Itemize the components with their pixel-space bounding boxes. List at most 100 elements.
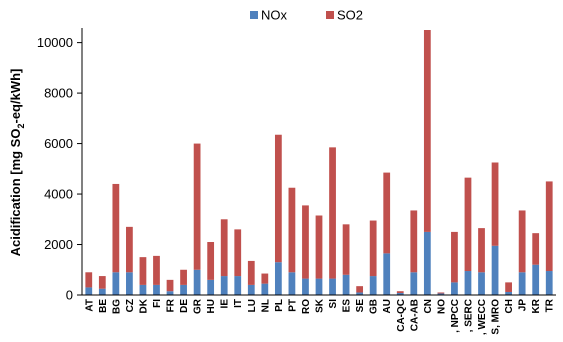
bar-so2-12 — [247, 260, 255, 285]
bar-so2-9 — [207, 242, 215, 280]
bar-nox-19 — [342, 274, 350, 295]
axes — [81, 28, 556, 296]
x-category-label: FI — [152, 299, 163, 308]
bar-nox-31 — [505, 291, 512, 295]
x-category-label: , WECC — [477, 299, 488, 335]
bar-so2-1 — [98, 276, 106, 289]
bar-so2-11 — [234, 229, 242, 277]
bar-so2-23 — [396, 291, 404, 293]
bar-nox-29 — [478, 272, 485, 295]
bar-nox-34 — [545, 271, 553, 295]
bar-nox-1 — [98, 288, 106, 295]
bar-so2-4 — [139, 257, 147, 285]
bar-nox-15 — [288, 272, 296, 295]
bar-so2-33 — [532, 233, 540, 265]
legend-swatch-so2 — [326, 11, 334, 19]
bar-nox-9 — [207, 279, 215, 295]
bar-nox-8 — [193, 269, 201, 295]
bar-nox-28 — [464, 271, 472, 295]
category-labels: AT BE BG CZ DK FI FR DE GR HU IE IT LU NL PL PT RO SK SI ES… — [84, 298, 555, 335]
bar-so2-16 — [302, 205, 309, 279]
bar-nox-32 — [518, 272, 526, 295]
bar-so2-20 — [356, 286, 364, 293]
bar-so2-31 — [505, 282, 512, 292]
x-category-label: GB — [369, 299, 380, 314]
bar-nox-18 — [329, 278, 336, 295]
bar-so2-34 — [545, 181, 553, 272]
bar-nox-13 — [261, 283, 269, 295]
y-tick-label: 6000 — [44, 136, 73, 151]
x-category-label: AT — [84, 299, 95, 312]
x-category-label: NO — [436, 299, 447, 314]
x-category-label: S, MRO — [491, 299, 502, 335]
bar-nox-6 — [166, 291, 174, 295]
x-category-label: HU — [206, 299, 217, 313]
x-category-label: SK — [315, 298, 326, 313]
x-category-label: IE — [220, 299, 231, 309]
x-category-label: , SERC — [463, 299, 474, 332]
bar-so2-6 — [166, 279, 174, 292]
x-category-label: BG — [111, 299, 122, 314]
bar-nox-16 — [302, 278, 309, 295]
bar-so2-19 — [342, 224, 350, 275]
x-category-label: TR — [545, 298, 556, 312]
bar-so2-5 — [153, 255, 160, 285]
bar-nox-5 — [153, 284, 160, 295]
y-tick-label: 8000 — [44, 86, 73, 101]
x-category-label: CZ — [125, 299, 136, 312]
bar-so2-18 — [329, 147, 336, 279]
y-axis-ticks: 0 2000 4000 6000 8000 10000 — [37, 35, 82, 303]
x-category-label: DK — [138, 298, 149, 313]
x-category-label: LU — [247, 299, 258, 312]
bar-so2-26 — [437, 292, 445, 294]
x-category-label: PT — [287, 299, 298, 312]
x-category-label: JP — [518, 299, 529, 312]
y-axis-title: Acidification [mg SO2-eq/kWh] — [8, 69, 26, 257]
bar-nox-23 — [396, 292, 404, 295]
bar-so2-27 — [451, 231, 458, 283]
legend-swatch-nox — [250, 11, 258, 19]
bar-nox-2 — [112, 272, 120, 295]
bar-so2-14 — [274, 134, 282, 263]
bar-so2-21 — [369, 220, 377, 277]
bar-nox-14 — [274, 262, 282, 295]
x-category-label: AU — [382, 299, 393, 313]
bar-so2-28 — [464, 177, 472, 272]
x-category-label: CA-QC — [396, 299, 407, 332]
legend-label-nox: NOx — [261, 8, 288, 23]
bar-so2-13 — [261, 273, 269, 284]
bar-so2-24 — [410, 210, 418, 273]
bar-so2-7 — [180, 269, 187, 285]
y-tick-label: 0 — [66, 288, 73, 303]
bar-so2-32 — [518, 210, 526, 273]
y-axis-title-text: Acidification [mg SO2-eq/kWh] — [8, 69, 26, 257]
bars — [85, 30, 553, 295]
x-category-label: DE — [179, 299, 190, 313]
bar-so2-22 — [383, 172, 391, 254]
bar-nox-25 — [423, 231, 431, 295]
x-category-label: ES — [342, 299, 353, 313]
x-category-label: CN — [423, 299, 434, 313]
bar-so2-30 — [491, 162, 499, 246]
bar-so2-0 — [85, 272, 93, 288]
bar-so2-29 — [478, 228, 485, 273]
x-category-label: SE — [355, 299, 366, 313]
legend: NOx SO2 — [250, 8, 363, 23]
bar-nox-30 — [491, 245, 499, 295]
x-category-label: SI — [328, 299, 339, 309]
bar-nox-22 — [383, 253, 391, 295]
bar-nox-21 — [369, 276, 377, 295]
x-category-label: , NPCC — [450, 299, 461, 333]
bar-nox-11 — [234, 276, 242, 295]
bar-nox-20 — [356, 292, 364, 295]
bar-nox-10 — [220, 276, 228, 295]
x-category-label: PL — [274, 299, 285, 312]
bar-so2-15 — [288, 187, 296, 273]
bar-nox-3 — [126, 272, 133, 295]
x-category-label: IT — [233, 299, 244, 308]
bar-nox-0 — [85, 287, 93, 295]
bar-nox-27 — [451, 282, 458, 295]
x-category-label: KR — [531, 298, 542, 313]
